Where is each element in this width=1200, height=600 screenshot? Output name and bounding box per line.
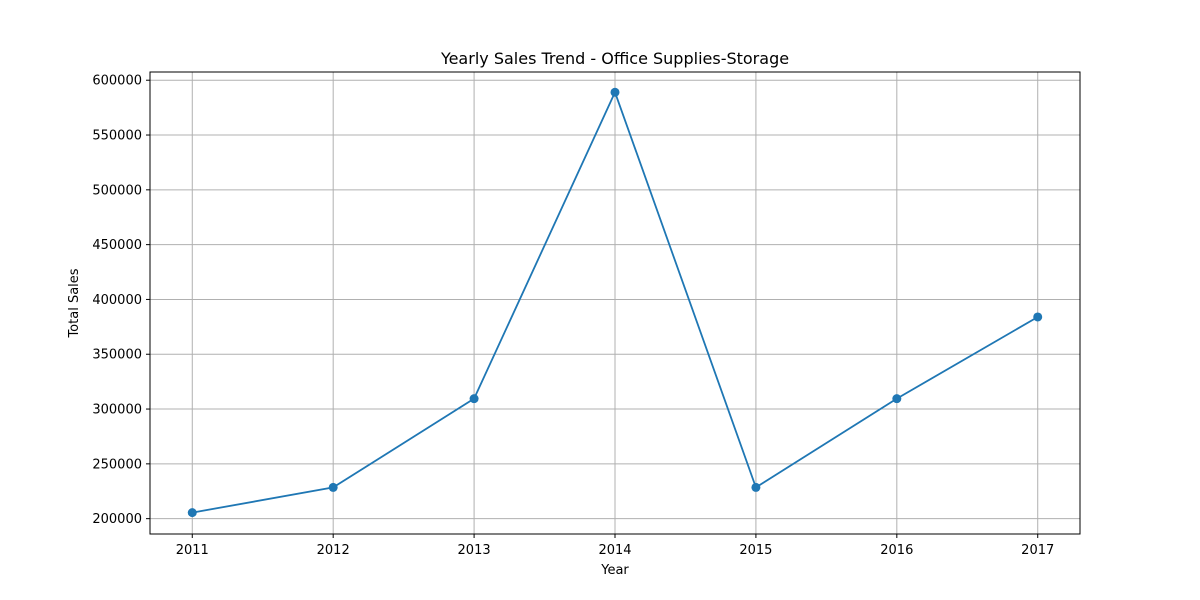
y-tick-label: 350000: [92, 348, 142, 363]
y-tick-label: 450000: [92, 238, 142, 253]
series-layer: [187, 87, 1043, 518]
data-point: [187, 508, 197, 518]
y-tick-label: 250000: [92, 457, 142, 472]
data-point: [1033, 312, 1043, 322]
y-axis-label: Total Sales: [67, 268, 82, 338]
y-tick-label: 400000: [92, 293, 142, 308]
x-tick-label: 2011: [176, 543, 209, 558]
x-tick-label: 2013: [458, 543, 491, 558]
x-tick-label: 2012: [317, 543, 350, 558]
y-tick-label: 200000: [92, 512, 142, 527]
x-axis-label: Year: [600, 563, 629, 578]
chart-title: Yearly Sales Trend - Office Supplies-Sto…: [440, 49, 789, 68]
data-point: [469, 394, 479, 404]
y-tick-label: 550000: [92, 129, 142, 144]
y-tick-label: 300000: [92, 403, 142, 418]
x-tick-label: 2017: [1021, 543, 1054, 558]
y-tick-label: 500000: [92, 183, 142, 198]
x-tick-label: 2014: [598, 543, 631, 558]
data-point: [751, 482, 761, 492]
data-point: [610, 87, 620, 97]
data-point: [892, 394, 902, 404]
tick-layer: 2011 2012 2013 2014 2015 2016 2017 200000 250000…: [92, 74, 1054, 558]
grid-layer: [150, 72, 1080, 534]
data-point: [328, 482, 338, 492]
x-tick-label: 2015: [739, 543, 772, 558]
y-tick-label: 600000: [92, 74, 142, 89]
x-tick-label: 2016: [880, 543, 913, 558]
